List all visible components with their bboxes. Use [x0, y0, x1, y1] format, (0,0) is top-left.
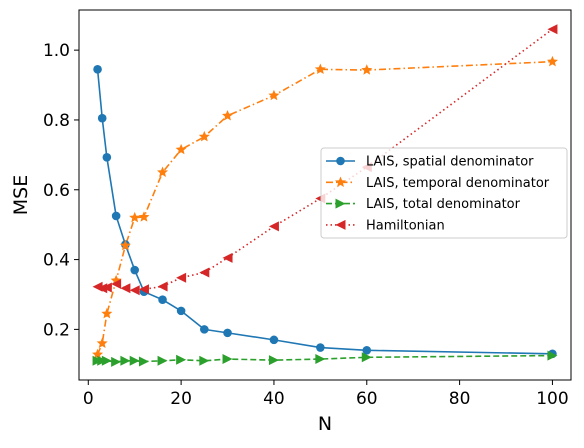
series-1-point-6 [138, 211, 150, 222]
series-1-point-7 [157, 166, 169, 177]
y-tick-label-4: 1.0 [43, 41, 70, 61]
series-0-point-12 [316, 343, 325, 352]
series-3-point-3 [111, 279, 122, 290]
series-2-point-11 [268, 355, 279, 366]
series-1-point-11 [268, 89, 280, 101]
legend-marker-3 [335, 219, 346, 230]
series-1-point-10 [222, 109, 234, 121]
y-tick-label-3: 0.8 [43, 111, 70, 131]
legend-label-0: LAIS, spatial denominator [366, 155, 534, 170]
series-2-point-4 [120, 355, 131, 366]
legend-marker-1 [334, 176, 347, 187]
series-2-point-2 [101, 355, 112, 366]
series-0-point-7 [158, 295, 167, 305]
legend: LAIS, spatial denominator LAIS, temporal … [320, 147, 568, 239]
legend-label-1: LAIS, temporal denominator [366, 176, 550, 191]
series-0-point-8 [176, 306, 186, 316]
x-tick-label-5: 100 [536, 389, 568, 409]
series-markers-layer [92, 24, 558, 367]
series-1-point-2 [101, 307, 113, 319]
series-0-point-10 [223, 328, 232, 338]
series-2-point-6 [138, 356, 149, 367]
series-1-point-12 [314, 63, 326, 75]
series-1-point-0 [92, 348, 104, 360]
series-0-point-3 [111, 211, 121, 221]
series-1-point-9 [198, 130, 210, 142]
legend-marker-0 [336, 156, 345, 166]
series-1-point-5 [129, 211, 141, 223]
series-2-point-5 [129, 355, 140, 366]
series-1-point-4 [119, 239, 131, 251]
series-0-point-11 [269, 335, 279, 345]
series-2-point-9 [199, 355, 210, 366]
x-axis: 0 20 40 60 80 100 [83, 380, 569, 409]
x-axis-label: N [318, 413, 332, 435]
x-tick-label-0: 0 [83, 389, 94, 409]
series-0-point-13 [362, 346, 372, 355]
series-0-point-1 [97, 113, 107, 123]
series-2-point-13 [361, 352, 372, 363]
legend-label-2: LAIS, total denominator [366, 197, 521, 212]
series-0-point-2 [102, 153, 112, 162]
y-tick-label-2: 0.6 [43, 181, 70, 201]
series-2-point-14 [547, 350, 558, 361]
x-tick-label-2: 40 [263, 389, 285, 409]
series-2-point-12 [315, 354, 326, 365]
x-tick-label-1: 20 [170, 389, 192, 409]
series-3-point-1 [97, 283, 108, 294]
y-tick-label-0: 0.2 [43, 320, 70, 340]
series-3-point-6 [138, 284, 149, 295]
y-tick-label-1: 0.4 [43, 251, 70, 271]
series-0-point-9 [200, 325, 209, 334]
series-1-point-1 [96, 337, 108, 349]
series-3-point-10 [222, 252, 233, 263]
y-axis-label: MSE [10, 175, 32, 215]
series-3-point-11 [268, 221, 279, 232]
series-2-point-8 [176, 354, 187, 365]
x-tick-label-4: 80 [449, 389, 471, 409]
series-0-point-0 [93, 65, 102, 74]
series-3-point-7 [157, 281, 168, 292]
legend-box [320, 147, 568, 239]
legend-marker-2 [335, 198, 346, 209]
series-3-point-14 [547, 24, 558, 35]
series-3-point-5 [129, 285, 140, 296]
legend-label-3: Hamiltonian [366, 218, 445, 233]
series-3-point-9 [199, 267, 210, 278]
x-tick-label-3: 60 [356, 389, 378, 409]
series-2-point-10 [222, 354, 233, 365]
series-1-point-14 [546, 55, 558, 67]
y-axis: 0.2 0.4 0.6 0.8 1.0 [43, 41, 79, 340]
series-1-point-13 [361, 64, 373, 75]
series-2-point-7 [157, 355, 168, 366]
plot-frame [78, 9, 572, 381]
series-1-point-8 [175, 143, 187, 155]
series-3-point-4 [120, 283, 131, 294]
series-2-point-3 [111, 356, 122, 367]
series-3-point-8 [176, 272, 187, 283]
series-3-point-2 [101, 282, 112, 293]
series-0-point-5 [130, 265, 139, 275]
